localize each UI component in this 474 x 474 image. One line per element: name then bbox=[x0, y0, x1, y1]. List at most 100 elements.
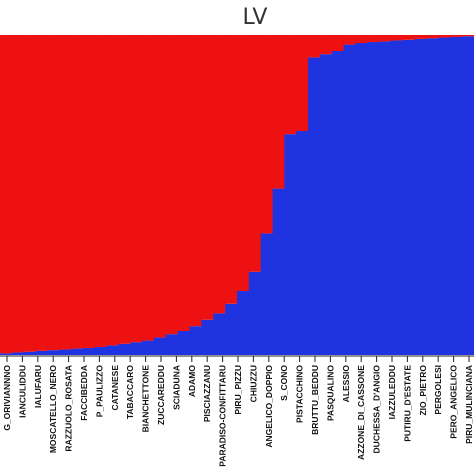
bar-cluster-red-28 bbox=[319, 35, 333, 55]
bar-cluster-red-39 bbox=[450, 35, 463, 37]
bar-cluster-red-32 bbox=[367, 35, 380, 43]
bar-cluster-red-16 bbox=[177, 35, 191, 331]
bar-cluster-red-10 bbox=[106, 35, 120, 346]
bar-cluster-red-9 bbox=[94, 35, 108, 347]
x-tick-label: PIRU_PIZZU bbox=[233, 365, 243, 415]
bar-cluster-red-18 bbox=[201, 35, 214, 320]
x-tick-label: S_CONO bbox=[279, 365, 289, 401]
x-tick-label: CHIUZZU bbox=[248, 365, 258, 402]
bar-cluster-blue-16 bbox=[177, 331, 191, 355]
x-tick-label: BRUTTU_BEDDU bbox=[310, 365, 320, 435]
x-tick-label: PISCIAZZANU bbox=[202, 365, 212, 422]
bar-cluster-blue-24 bbox=[272, 188, 285, 355]
x-tick-label: FACCIBEDDA bbox=[79, 365, 89, 421]
bar-cluster-blue-20 bbox=[225, 303, 238, 355]
bar-cluster-blue-30 bbox=[343, 44, 357, 355]
x-tick-label: BIANCHETTONE bbox=[141, 365, 151, 433]
bar-cluster-red-23 bbox=[260, 35, 274, 234]
x-tick-label: CATANESE bbox=[110, 365, 120, 411]
bar-cluster-red-14 bbox=[154, 35, 167, 338]
bar-cluster-red-36 bbox=[414, 35, 428, 39]
bar-cluster-blue-13 bbox=[142, 340, 155, 355]
bar-cluster-red-3 bbox=[23, 35, 37, 352]
bar-cluster-blue-35 bbox=[402, 39, 416, 356]
x-tick-label: AZZONE_DI_CASSONE bbox=[356, 365, 366, 460]
bar-cluster-red-8 bbox=[82, 35, 96, 348]
bar-cluster-blue-4 bbox=[35, 350, 48, 355]
bar-cluster-red-13 bbox=[142, 35, 155, 341]
x-tick-label: G_ORIVIANNNO bbox=[2, 365, 12, 431]
bar-cluster-red-19 bbox=[213, 35, 226, 314]
bar-cluster-blue-9 bbox=[94, 347, 108, 355]
bar-cluster-red-26 bbox=[296, 35, 309, 131]
x-tick-label: PARADISO-CONFITTARU bbox=[218, 365, 228, 467]
bar-cluster-red-1 bbox=[0, 35, 13, 354]
bar-cluster-blue-29 bbox=[331, 51, 345, 355]
bar-cluster-red-2 bbox=[11, 35, 25, 353]
bar-cluster-blue-27 bbox=[308, 57, 321, 356]
x-tick-label: PISTACCHINO bbox=[295, 365, 305, 423]
x-tick-label: RAZZUOLO_ROSATA bbox=[64, 365, 74, 452]
bar-cluster-blue-40 bbox=[462, 36, 474, 355]
x-tick-label: ZUCCAREDDU bbox=[156, 365, 166, 425]
bar-cluster-blue-5 bbox=[47, 350, 60, 355]
bar-cluster-blue-25 bbox=[284, 134, 297, 355]
x-tick-label: MOSCATELLO_NERO bbox=[48, 365, 58, 454]
bar-cluster-red-15 bbox=[165, 35, 179, 335]
bar-cluster-red-6 bbox=[59, 35, 72, 350]
bar-cluster-blue-11 bbox=[118, 343, 131, 355]
bar-cluster-red-20 bbox=[225, 35, 238, 304]
x-tick-label: TABACCARO bbox=[125, 365, 135, 420]
x-axis-ticks: G_ORIVIANNNO IANCULIDDU IALUFARU MOSCATELLO… bbox=[2, 356, 474, 467]
bar-cluster-red-30 bbox=[343, 35, 357, 45]
bar-cluster-blue-28 bbox=[319, 54, 333, 355]
bar-cluster-blue-2 bbox=[11, 352, 25, 355]
bar-cluster-blue-17 bbox=[189, 326, 203, 355]
x-tick-label: IALUFARU bbox=[33, 365, 43, 408]
bar-cluster-red-37 bbox=[426, 35, 440, 39]
bar-cluster-blue-36 bbox=[414, 38, 428, 356]
plot-area bbox=[0, 35, 474, 356]
x-tick-label: IAZZULEDDU bbox=[387, 365, 397, 419]
bar-cluster-blue-23 bbox=[260, 233, 274, 355]
bar-cluster-blue-7 bbox=[71, 348, 84, 355]
bar-cluster-blue-38 bbox=[438, 37, 451, 356]
bar-cluster-blue-34 bbox=[391, 40, 404, 355]
bar-cluster-blue-18 bbox=[201, 319, 214, 355]
x-tick-label: ZIO_PIETRO bbox=[418, 365, 428, 416]
bar-cluster-blue-39 bbox=[450, 36, 463, 356]
bar-cluster-red-11 bbox=[118, 35, 131, 344]
bar-cluster-blue-26 bbox=[296, 131, 309, 355]
bar-cluster-red-29 bbox=[331, 35, 345, 51]
bar-cluster-blue-19 bbox=[213, 313, 226, 355]
x-tick-label: ADAMO bbox=[187, 365, 197, 397]
x-tick-label: PIRU_MULINCIANA bbox=[464, 365, 474, 444]
bar-cluster-blue-12 bbox=[130, 342, 143, 355]
bar-cluster-blue-31 bbox=[355, 43, 368, 355]
bar-cluster-red-27 bbox=[308, 35, 321, 58]
bar-cluster-red-24 bbox=[272, 35, 285, 189]
x-tick-label: PERO_ANGELICO bbox=[449, 365, 459, 439]
bar-cluster-blue-3 bbox=[23, 351, 37, 355]
bar-cluster-red-31 bbox=[355, 35, 368, 43]
bar-cluster-blue-21 bbox=[237, 291, 250, 355]
bar-cluster-red-34 bbox=[391, 35, 404, 41]
bar-cluster-red-12 bbox=[130, 35, 143, 343]
chart-title: LV bbox=[243, 5, 268, 30]
bar-cluster-red-38 bbox=[438, 35, 451, 38]
bar-cluster-blue-15 bbox=[165, 334, 179, 355]
bar-cluster-blue-22 bbox=[248, 271, 262, 355]
bar-cluster-blue-6 bbox=[59, 349, 72, 355]
bar-cluster-blue-14 bbox=[154, 337, 167, 355]
x-tick-label: PUTIRU_D'ESTATE bbox=[402, 365, 412, 442]
bar-cluster-blue-1 bbox=[0, 353, 13, 355]
bar-cluster-red-17 bbox=[189, 35, 203, 327]
x-tick-label: ALESSIO bbox=[341, 365, 351, 403]
x-tick-label: PERGOLESI bbox=[433, 365, 443, 415]
bar-cluster-red-35 bbox=[402, 35, 416, 40]
x-tick-label: PASQUALINO bbox=[325, 365, 335, 421]
x-tick-label: DUCHESSA_D'ANGIO bbox=[372, 365, 382, 454]
bar-cluster-red-22 bbox=[248, 35, 262, 272]
bar-cluster-blue-33 bbox=[379, 41, 392, 356]
